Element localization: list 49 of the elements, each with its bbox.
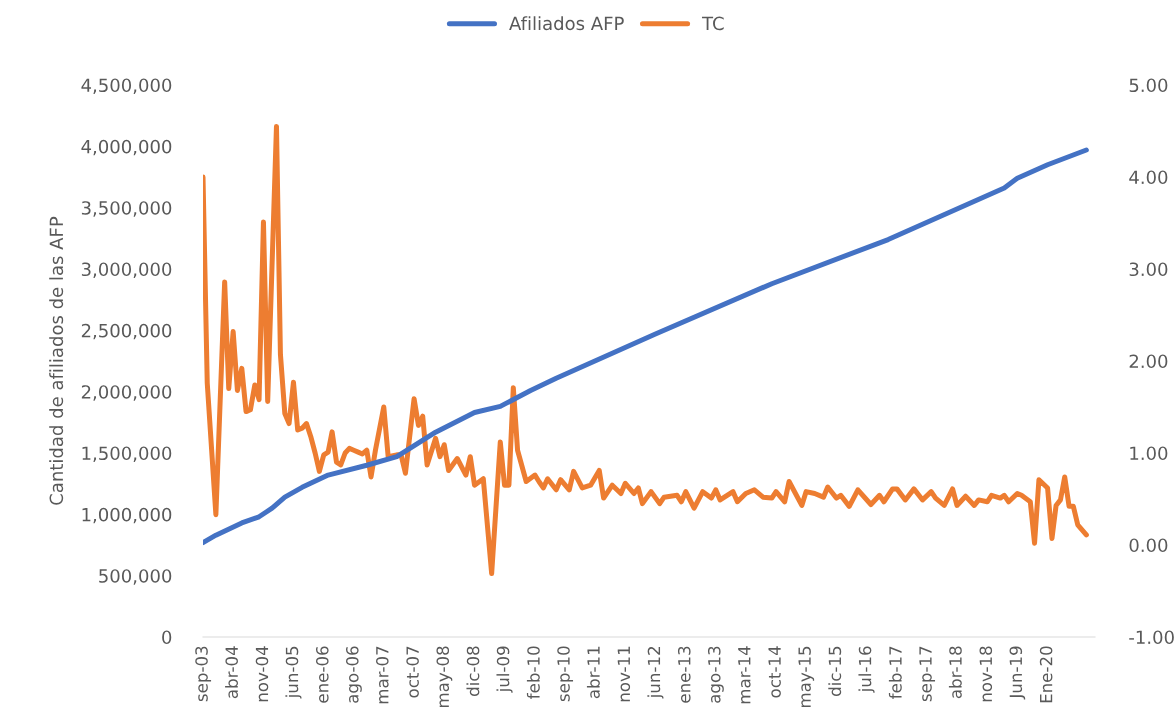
x-tick-label: may-08: [436, 646, 453, 708]
y2-tick-label: -1.00: [1129, 630, 1174, 645]
x-tick-label: jul-09: [496, 646, 513, 693]
x-tick-label: ene-13: [677, 646, 691, 703]
x-tick-label: feb-10: [526, 646, 540, 699]
y-tick-label: 500,000: [99, 569, 172, 585]
y2-tick-label: 0.00: [1129, 538, 1168, 553]
x-tick-label: mar-14: [738, 646, 751, 704]
x-tick-label: nov-04: [255, 646, 269, 702]
y-tick-label: 4,000,000: [81, 139, 172, 156]
y-tick-label: 0: [162, 630, 172, 645]
y-tick-label: 2,000,000: [81, 385, 172, 401]
x-tick-label: Jun-19: [1009, 646, 1026, 700]
legend-label: TC: [701, 16, 724, 31]
y2-tick-label: 5.00: [1129, 78, 1168, 93]
x-tick-label: mar-07: [376, 646, 389, 704]
y-tick-label: 4,500,000: [81, 78, 172, 94]
x-tick-label: ene-06: [315, 646, 329, 703]
y-tick-label: 1,500,000: [82, 446, 172, 462]
y-tick-label: 1,000,000: [82, 507, 172, 524]
legend-label: Afiliados AFP: [509, 16, 624, 31]
y-tick-label: 3,500,000: [81, 201, 172, 217]
x-tick-label: ago-13: [707, 646, 724, 703]
x-tick-label: abr-18: [948, 646, 962, 699]
x-tick-label: oct-14: [768, 646, 781, 698]
y-tick-label: 3,000,000: [81, 262, 172, 278]
x-tick-label: dic-08: [466, 646, 480, 697]
y-axis-title: Cantidad de afiliados de las AFP: [49, 216, 64, 505]
y2-tick-label: 3.00: [1129, 262, 1168, 277]
x-tick-label: abr-11: [586, 646, 600, 699]
x-tick-label: oct-07: [406, 646, 419, 698]
x-tick-label: may-15: [798, 646, 815, 708]
x-tick-label: Ene-20: [1039, 646, 1053, 703]
x-tick-label: dic-15: [828, 646, 842, 697]
x-tick-label: jun-12: [647, 647, 664, 699]
x-tick-label: ago-06: [346, 646, 362, 703]
x-tick-label: sep-10: [557, 646, 574, 702]
x-tick-label: jun-05: [285, 646, 302, 699]
x-tick-label: nov-18: [979, 646, 993, 702]
y2-tick-label: 2.00: [1129, 354, 1168, 369]
x-tick-label: nov-11: [617, 646, 631, 702]
y2-tick-label: 4.00: [1129, 170, 1168, 185]
x-tick-label: sep-17: [919, 646, 936, 702]
y-tick-label: 2,500,000: [81, 323, 172, 340]
x-tick-label: abr-04: [225, 646, 238, 699]
x-tick-label: sep-03: [195, 646, 212, 702]
x-tick-label: feb-17: [888, 646, 902, 699]
x-tick-label: jul-16: [858, 646, 875, 693]
y2-tick-label: 1.00: [1130, 446, 1168, 461]
